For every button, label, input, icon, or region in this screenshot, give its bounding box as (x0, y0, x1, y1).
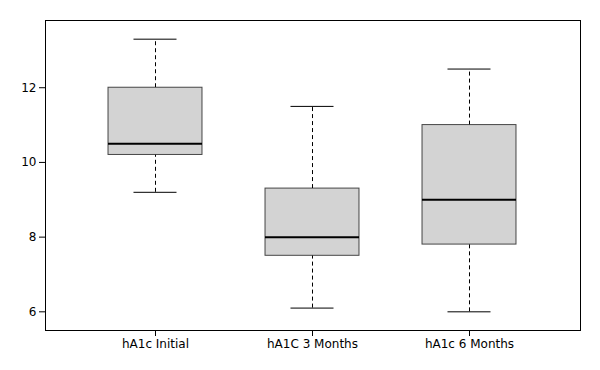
svg-text:8: 8 (29, 230, 37, 244)
svg-text:hA1c Initial: hA1c Initial (122, 337, 189, 351)
svg-text:hA1C 3 Months: hA1C 3 Months (267, 337, 358, 351)
svg-text:6: 6 (29, 305, 37, 319)
svg-text:10: 10 (21, 155, 36, 169)
svg-text:hA1c 6 Months: hA1c 6 Months (425, 337, 514, 351)
svg-text:12: 12 (21, 81, 36, 95)
